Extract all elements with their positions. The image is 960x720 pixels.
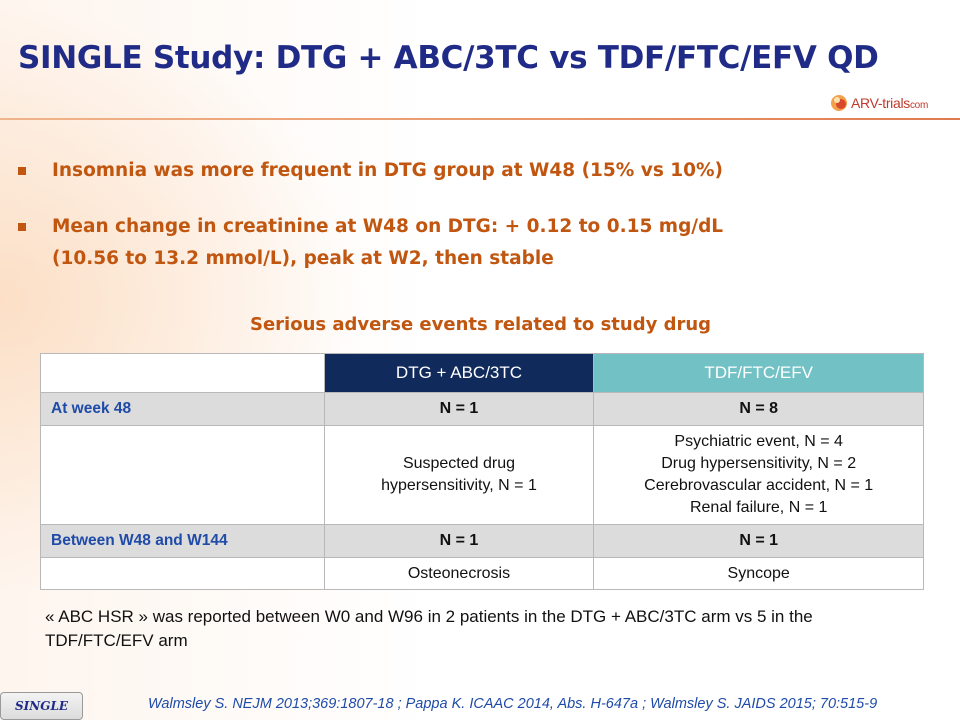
bullet-list: Insomnia was more frequent in DTG group …	[18, 155, 918, 275]
arv-trials-logo-icon	[831, 95, 847, 111]
title-divider	[0, 118, 960, 120]
row-label: At week 48	[40, 392, 325, 426]
arv-trials-logo: ARV-trialscom	[830, 93, 928, 113]
cell-tdf-count: N = 1	[593, 524, 924, 558]
bullet-text: Mean change in creatinine at W48 on DTG:…	[52, 216, 724, 269]
table-row-week48: At week 48 N = 1 N = 8	[40, 392, 924, 426]
study-badge-label: SINGLE	[14, 699, 69, 713]
bullet-square-icon	[18, 223, 26, 231]
row-label: Between W48 and W144	[40, 524, 325, 558]
arv-trials-logo-text: ARV-trialscom	[851, 95, 928, 111]
adverse-events-table: DTG + ABC/3TC TDF/FTC/EFV At week 48 N =…	[40, 353, 924, 590]
table-header-row: DTG + ABC/3TC TDF/FTC/EFV	[40, 353, 924, 393]
cell-dtg-count: N = 1	[323, 524, 595, 558]
event-line: Psychiatric event, N = 4	[674, 433, 843, 450]
cell-dtg-events: Osteonecrosis	[323, 557, 595, 590]
bullet-square-icon	[18, 167, 26, 175]
event-line: Suspected drug	[402, 455, 516, 472]
row-label-empty	[40, 425, 325, 525]
row-label-empty	[40, 557, 325, 590]
slide-title: SINGLE Study: DTG + ABC/3TC vs TDF/FTC/E…	[18, 40, 879, 76]
header-tdf-arm: TDF/FTC/EFV	[593, 353, 924, 393]
event-line: Renal failure, N = 1	[689, 499, 828, 516]
table-row-w48-w144-details: Osteonecrosis Syncope	[40, 557, 924, 590]
cell-dtg-events: Suspected drug hypersensitivity, N = 1	[323, 425, 595, 525]
bullet-text: Insomnia was more frequent in DTG group …	[52, 160, 724, 181]
cell-tdf-count: N = 8	[593, 392, 924, 426]
study-badge: SINGLE	[0, 692, 83, 720]
event-line: hypersensitivity, N = 1	[381, 477, 537, 494]
references: Walmsley S. NEJM 2013;369:1807-18 ; Papp…	[148, 696, 878, 712]
table-row-w48-w144: Between W48 and W144 N = 1 N = 1	[40, 524, 924, 558]
bullet-insomnia: Insomnia was more frequent in DTG group …	[18, 155, 918, 187]
cell-dtg-count: N = 1	[323, 392, 595, 426]
event-line: Cerebrovascular accident, N = 1	[644, 477, 874, 494]
cell-tdf-events: Psychiatric event, N = 4 Drug hypersensi…	[593, 425, 924, 525]
table-row-week48-details: Suspected drug hypersensitivity, N = 1 P…	[40, 425, 924, 525]
header-dtg-arm: DTG + ABC/3TC	[323, 353, 595, 393]
bullet-creatinine: Mean change in creatinine at W48 on DTG:…	[18, 211, 778, 275]
table-title: Serious adverse events related to study …	[250, 314, 712, 335]
event-line: Drug hypersensitivity, N = 2	[661, 455, 857, 472]
cell-tdf-events: Syncope	[593, 557, 924, 590]
abc-hsr-note: « ABC HSR » was reported between W0 and …	[45, 607, 813, 650]
header-empty-cell	[40, 353, 325, 393]
